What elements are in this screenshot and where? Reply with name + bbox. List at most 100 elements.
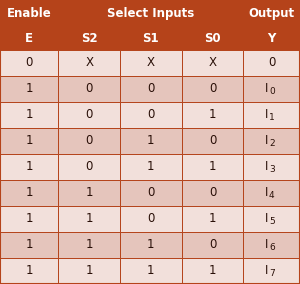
Text: 1: 1 bbox=[26, 82, 33, 95]
Bar bbox=[120, 128, 182, 154]
Text: 0: 0 bbox=[147, 82, 154, 95]
Bar bbox=[243, 0, 300, 26]
Bar bbox=[243, 102, 300, 128]
Text: I: I bbox=[265, 264, 268, 277]
Text: 0: 0 bbox=[147, 187, 154, 199]
Bar bbox=[182, 102, 243, 128]
Bar bbox=[120, 76, 182, 102]
Text: 1: 1 bbox=[85, 212, 93, 225]
Bar bbox=[182, 232, 243, 258]
Text: I: I bbox=[265, 134, 268, 147]
Text: 0: 0 bbox=[268, 57, 275, 70]
Text: 1: 1 bbox=[26, 264, 33, 277]
Text: I: I bbox=[265, 108, 268, 121]
Bar bbox=[58, 0, 243, 26]
Text: 0: 0 bbox=[147, 212, 154, 225]
Bar bbox=[120, 258, 182, 284]
Text: 1: 1 bbox=[147, 264, 154, 277]
Text: 1: 1 bbox=[26, 187, 33, 199]
Bar bbox=[120, 206, 182, 232]
Bar bbox=[0, 180, 58, 206]
Text: S2: S2 bbox=[81, 32, 98, 45]
Text: 1: 1 bbox=[85, 187, 93, 199]
Text: I: I bbox=[265, 238, 268, 251]
Text: 0: 0 bbox=[26, 57, 33, 70]
Bar bbox=[243, 128, 300, 154]
Text: 2: 2 bbox=[269, 139, 274, 148]
Text: 1: 1 bbox=[26, 212, 33, 225]
Bar bbox=[0, 232, 58, 258]
Bar bbox=[0, 102, 58, 128]
Bar bbox=[243, 76, 300, 102]
Text: Output: Output bbox=[249, 7, 295, 20]
Bar bbox=[182, 206, 243, 232]
Bar bbox=[120, 180, 182, 206]
Text: 1: 1 bbox=[26, 239, 33, 252]
Text: 3: 3 bbox=[269, 165, 275, 174]
Text: 1: 1 bbox=[209, 264, 216, 277]
Text: 0: 0 bbox=[269, 87, 275, 96]
Bar bbox=[58, 102, 120, 128]
Bar bbox=[182, 258, 243, 284]
Text: 5: 5 bbox=[269, 217, 275, 226]
Text: 4: 4 bbox=[269, 191, 274, 200]
Bar bbox=[0, 206, 58, 232]
Text: 1: 1 bbox=[147, 135, 154, 147]
Text: X: X bbox=[208, 57, 217, 70]
Bar bbox=[243, 50, 300, 76]
Text: I: I bbox=[265, 160, 268, 173]
Bar bbox=[58, 232, 120, 258]
Bar bbox=[0, 50, 58, 76]
Bar bbox=[0, 128, 58, 154]
Bar bbox=[0, 26, 58, 50]
Text: X: X bbox=[85, 57, 93, 70]
Text: 1: 1 bbox=[147, 239, 154, 252]
Bar bbox=[182, 50, 243, 76]
Text: 0: 0 bbox=[85, 108, 93, 122]
Text: S0: S0 bbox=[204, 32, 221, 45]
Bar bbox=[58, 180, 120, 206]
Bar bbox=[182, 76, 243, 102]
Text: 1: 1 bbox=[26, 160, 33, 174]
Bar bbox=[120, 154, 182, 180]
Text: 1: 1 bbox=[209, 212, 216, 225]
Bar bbox=[243, 26, 300, 50]
Bar bbox=[58, 206, 120, 232]
Bar bbox=[243, 180, 300, 206]
Bar bbox=[243, 154, 300, 180]
Bar bbox=[120, 26, 182, 50]
Bar bbox=[120, 50, 182, 76]
Text: 1: 1 bbox=[269, 113, 275, 122]
Bar bbox=[182, 26, 243, 50]
Text: 1: 1 bbox=[209, 160, 216, 174]
Text: Enable: Enable bbox=[7, 7, 52, 20]
Bar bbox=[243, 258, 300, 284]
Text: 0: 0 bbox=[209, 239, 216, 252]
Bar bbox=[120, 102, 182, 128]
Text: 1: 1 bbox=[209, 108, 216, 122]
Bar bbox=[58, 128, 120, 154]
Text: 1: 1 bbox=[85, 264, 93, 277]
Text: I: I bbox=[265, 186, 268, 199]
Bar bbox=[58, 258, 120, 284]
Text: 1: 1 bbox=[85, 239, 93, 252]
Text: 0: 0 bbox=[85, 135, 93, 147]
Text: 0: 0 bbox=[85, 82, 93, 95]
Text: 7: 7 bbox=[269, 269, 275, 278]
Bar bbox=[58, 154, 120, 180]
Text: 0: 0 bbox=[209, 187, 216, 199]
Text: 0: 0 bbox=[147, 108, 154, 122]
Bar bbox=[0, 0, 58, 26]
Bar bbox=[120, 232, 182, 258]
Text: S1: S1 bbox=[142, 32, 159, 45]
Bar bbox=[0, 154, 58, 180]
Text: X: X bbox=[147, 57, 155, 70]
Bar bbox=[58, 26, 120, 50]
Text: 0: 0 bbox=[209, 82, 216, 95]
Bar bbox=[182, 154, 243, 180]
Bar bbox=[243, 232, 300, 258]
Bar bbox=[58, 50, 120, 76]
Text: 1: 1 bbox=[26, 108, 33, 122]
Text: Select Inputs: Select Inputs bbox=[107, 7, 194, 20]
Bar bbox=[182, 180, 243, 206]
